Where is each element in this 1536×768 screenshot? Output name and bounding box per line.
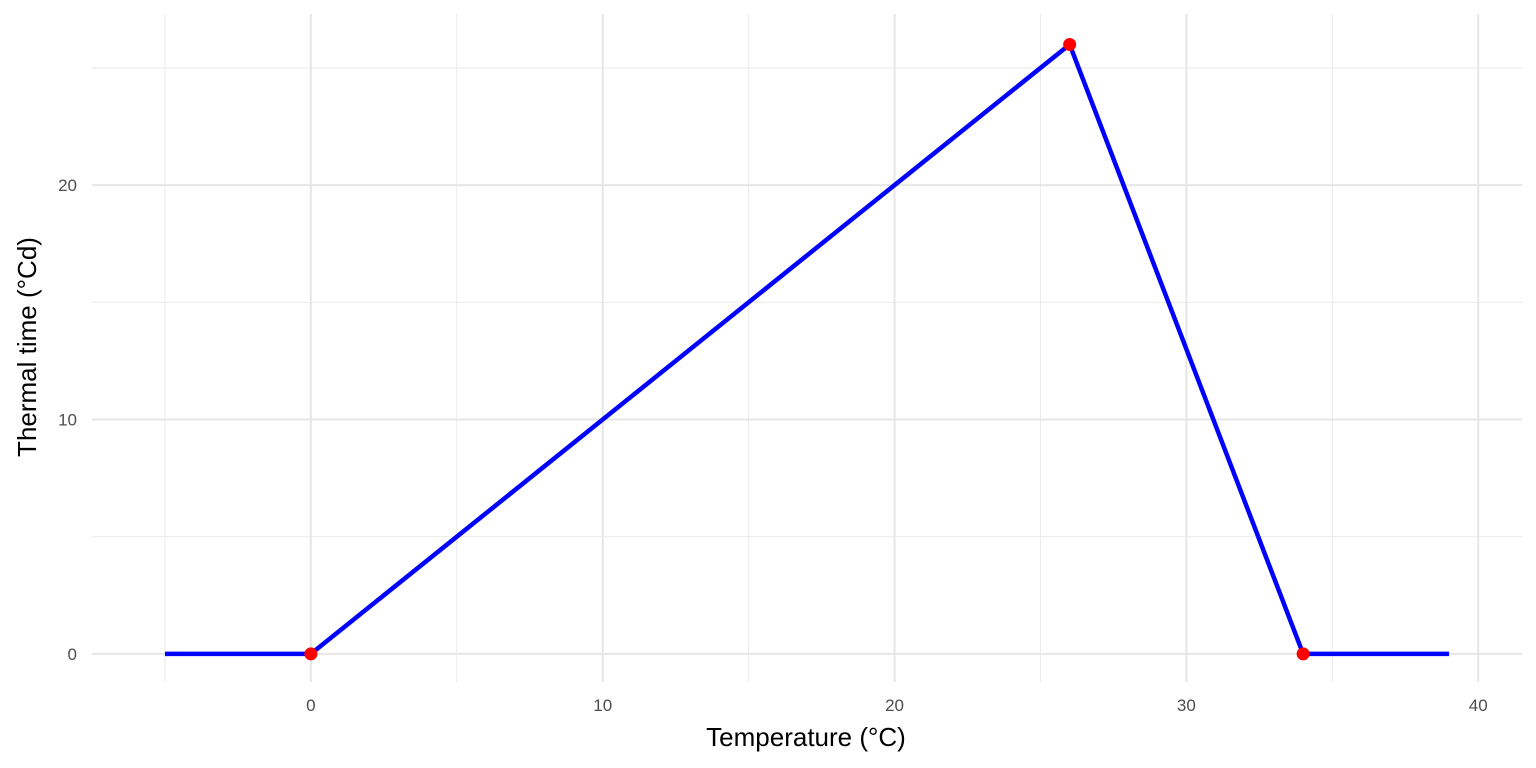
x-tick-label: 30 [1177, 696, 1196, 715]
x-tick-label: 10 [593, 696, 612, 715]
series-layer [164, 42, 1450, 657]
y-tick-label: 20 [58, 176, 77, 195]
major-gridlines [92, 14, 1522, 682]
data-point [1063, 37, 1077, 51]
y-tick-label: 0 [68, 645, 77, 664]
y-tick-labels: 0 10 20 [58, 176, 77, 664]
x-tick-label: 40 [1469, 696, 1488, 715]
points-layer [304, 37, 1310, 661]
y-axis-title: Thermal time (°Cd) [12, 237, 42, 457]
data-point [304, 647, 318, 661]
y-tick-label: 10 [58, 410, 77, 429]
x-tick-label: 20 [885, 696, 904, 715]
x-axis-title: Temperature (°C) [706, 722, 906, 752]
x-tick-labels: 0 10 20 30 40 [306, 696, 1488, 715]
minor-gridlines [92, 14, 1522, 682]
x-tick-label: 0 [306, 696, 315, 715]
series-line [164, 42, 1450, 657]
data-point [1296, 647, 1310, 661]
